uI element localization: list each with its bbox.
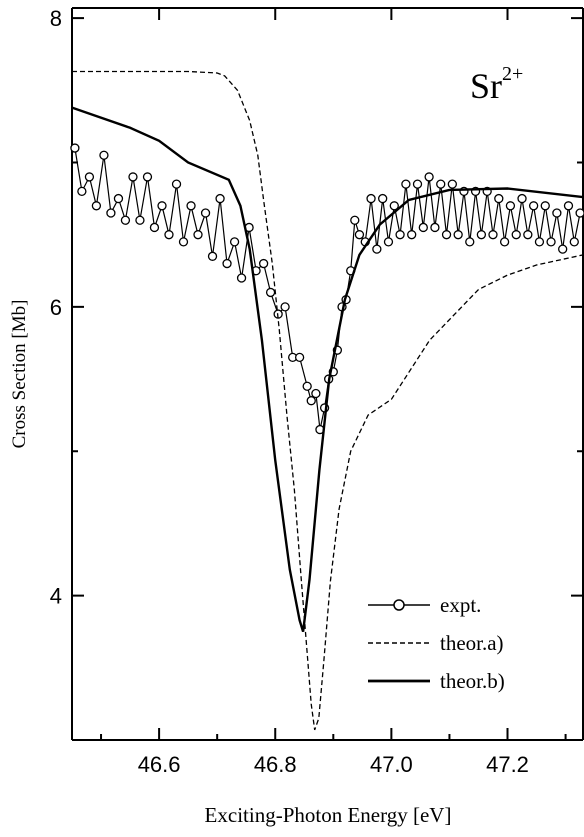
data-point xyxy=(558,244,568,254)
data-point xyxy=(113,193,124,204)
data-point xyxy=(236,273,247,283)
data-point xyxy=(302,381,312,391)
x-axis-label: Exciting-Photon Energy [eV] xyxy=(205,803,452,827)
data-point xyxy=(77,186,87,197)
data-point xyxy=(552,208,562,218)
data-point xyxy=(447,179,457,189)
data-point xyxy=(430,222,440,233)
data-point xyxy=(534,237,545,247)
data-point xyxy=(128,172,138,182)
data-point xyxy=(366,193,376,204)
data-point xyxy=(436,179,446,189)
data-point xyxy=(186,201,196,211)
data-point xyxy=(149,222,160,233)
data-point xyxy=(280,302,290,312)
data-point xyxy=(70,143,80,153)
data-point xyxy=(258,258,269,269)
data-point xyxy=(215,193,225,204)
data-point xyxy=(389,201,399,211)
data-point xyxy=(546,237,556,247)
data-point xyxy=(178,237,189,247)
data-point xyxy=(99,150,109,160)
data-point xyxy=(229,237,240,247)
data-point xyxy=(157,201,167,211)
y-tick-label: 4 xyxy=(50,584,62,609)
data-point xyxy=(383,237,394,247)
data-point xyxy=(207,251,218,261)
data-point xyxy=(523,230,533,240)
data-point xyxy=(350,215,360,225)
data-point xyxy=(222,258,232,269)
data-point xyxy=(378,193,388,204)
series-line xyxy=(72,106,583,633)
x-tick-label: 46.6 xyxy=(138,752,181,777)
data-point xyxy=(488,230,498,240)
data-point xyxy=(306,396,316,406)
data-point xyxy=(120,215,131,225)
x-tick-label: 46.8 xyxy=(254,752,297,777)
x-tick-label: 47.0 xyxy=(370,752,413,777)
data-point xyxy=(517,193,527,204)
data-point xyxy=(453,230,463,240)
annotation: Sr2+ xyxy=(470,63,523,106)
data-point xyxy=(142,172,153,182)
data-point xyxy=(401,179,411,189)
legend-label: theor.a) xyxy=(440,631,504,655)
data-point xyxy=(91,201,102,211)
data-point xyxy=(265,287,276,298)
legend-marker xyxy=(393,599,405,611)
y-tick-label: 6 xyxy=(50,295,62,320)
data-point xyxy=(441,230,452,240)
data-point xyxy=(569,237,579,247)
annotation-text: Sr xyxy=(470,66,502,106)
data-point xyxy=(505,201,516,211)
data-point xyxy=(418,222,428,233)
data-point xyxy=(372,244,382,254)
data-point xyxy=(106,208,116,218)
data-point xyxy=(200,208,211,218)
y-tick-label: 8 xyxy=(50,6,62,31)
data-point xyxy=(294,352,305,363)
data-point xyxy=(424,172,434,182)
data-point xyxy=(528,201,539,211)
x-tick-label: 47.2 xyxy=(486,752,529,777)
annotation-sup: 2+ xyxy=(502,63,523,85)
data-point xyxy=(84,172,95,182)
y-axis-label: Cross Section [Mb] xyxy=(9,300,30,449)
data-point xyxy=(476,230,487,240)
data-point xyxy=(193,230,203,240)
legend-label: expt. xyxy=(440,593,481,617)
data-point xyxy=(563,201,574,211)
data-point xyxy=(465,237,475,247)
data-point xyxy=(354,230,365,240)
data-point xyxy=(135,215,145,225)
data-point xyxy=(171,179,182,189)
data-point xyxy=(511,230,521,240)
data-point xyxy=(395,230,405,240)
data-point xyxy=(499,237,510,247)
data-point xyxy=(407,230,417,240)
data-point xyxy=(164,230,174,240)
data-point xyxy=(494,193,504,204)
data-point xyxy=(540,201,550,211)
legend-label: theor.b) xyxy=(440,669,505,693)
data-point xyxy=(412,179,423,189)
data-point xyxy=(575,208,584,218)
data-point xyxy=(311,388,321,399)
